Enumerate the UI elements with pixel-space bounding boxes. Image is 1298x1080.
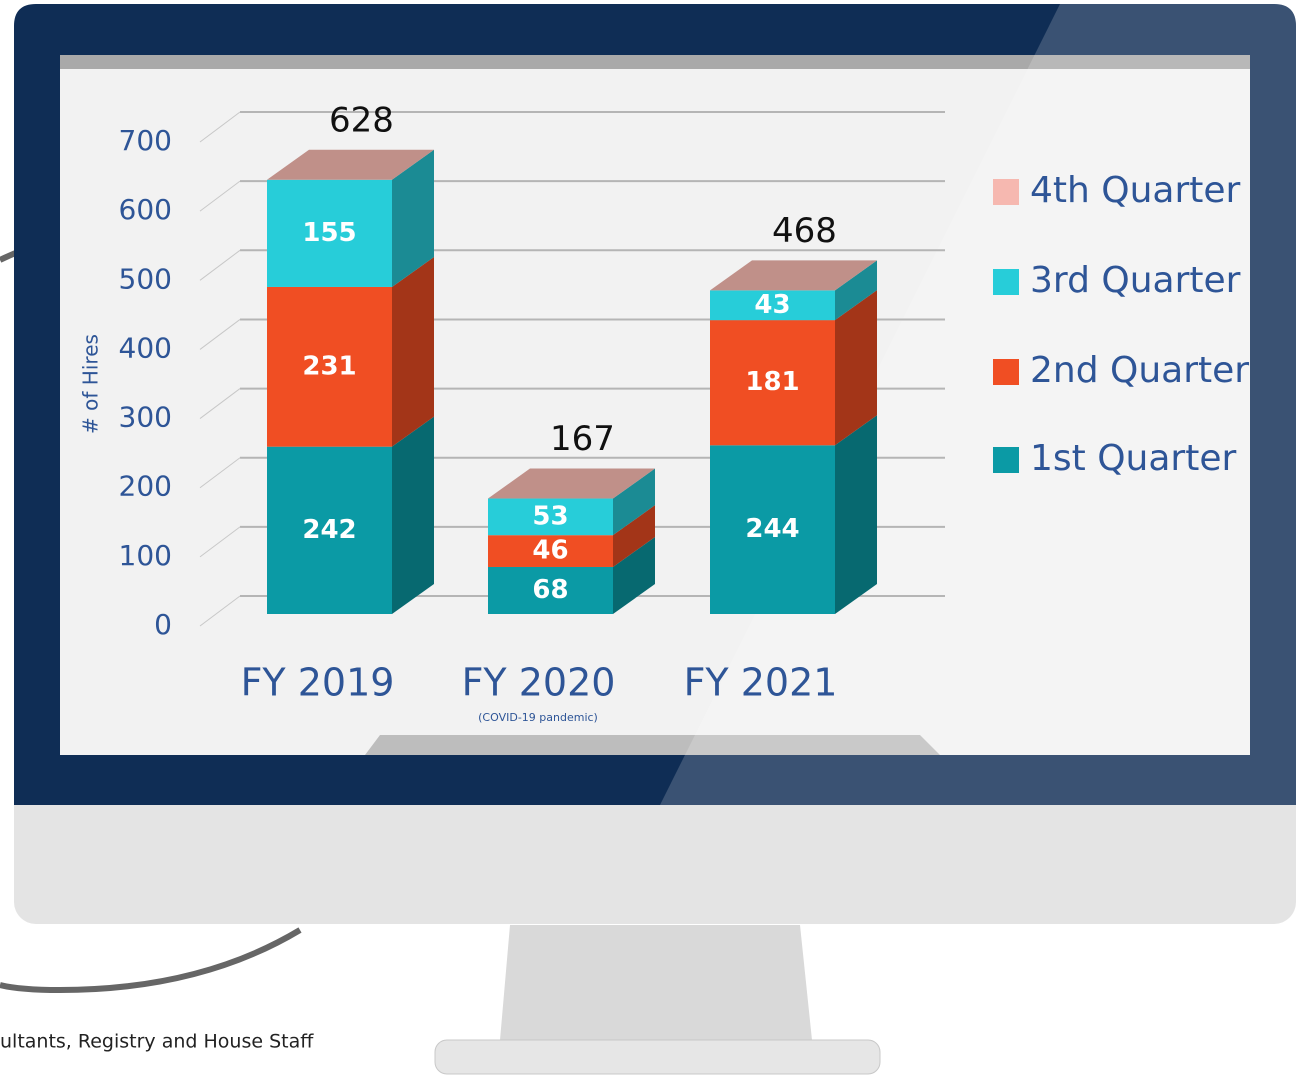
- y-axis-label: # of Hires: [79, 334, 103, 434]
- legend-swatch: [993, 447, 1019, 473]
- stand-base: [435, 1040, 880, 1074]
- legend-label: 3rd Quarter: [1030, 260, 1241, 301]
- value-label: 181: [745, 367, 799, 397]
- y-tick-label: 300: [119, 401, 172, 434]
- legend-swatch: [993, 359, 1019, 385]
- legend-label: 4th Quarter: [1030, 170, 1241, 211]
- value-label: 155: [302, 218, 356, 248]
- stand-neck: [500, 925, 812, 1040]
- legend-swatch: [993, 179, 1019, 205]
- y-tick-label: 700: [119, 124, 172, 157]
- total-label: 167: [550, 419, 615, 459]
- bar-side: [392, 257, 434, 447]
- bar-side: [835, 415, 877, 614]
- y-tick-label: 500: [119, 262, 172, 295]
- legend-label: 2nd Quarter: [1030, 350, 1249, 391]
- y-tick-label: 200: [119, 470, 172, 503]
- x-tick-label: FY 2020: [462, 661, 616, 705]
- value-label: 231: [302, 351, 356, 381]
- y-tick-label: 0: [154, 608, 172, 641]
- monitor-scene: # of Hires (COVID-19 pandemic) ultants, …: [0, 0, 1298, 1076]
- total-label: 628: [329, 100, 394, 140]
- legend-swatch: [993, 269, 1019, 295]
- value-label: 53: [532, 501, 568, 531]
- y-tick-label: 100: [119, 539, 172, 572]
- value-label: 244: [745, 514, 799, 544]
- total-label: 468: [772, 211, 837, 251]
- x-tick-label: FY 2019: [241, 661, 395, 705]
- annotation: (COVID-19 pandemic): [478, 711, 598, 724]
- cable: [0, 930, 300, 990]
- legend-label: 1st Quarter: [1030, 438, 1236, 479]
- value-label: 242: [302, 515, 356, 545]
- x-tick-label: FY 2021: [684, 661, 838, 705]
- y-tick-label: 600: [119, 193, 172, 226]
- value-label: 68: [532, 575, 568, 605]
- value-label: 46: [532, 536, 568, 566]
- bar-side: [392, 417, 434, 614]
- value-label: 43: [754, 290, 790, 320]
- footer: ultants, Registry and House Staff: [0, 1031, 314, 1053]
- y-tick-label: 400: [119, 331, 172, 364]
